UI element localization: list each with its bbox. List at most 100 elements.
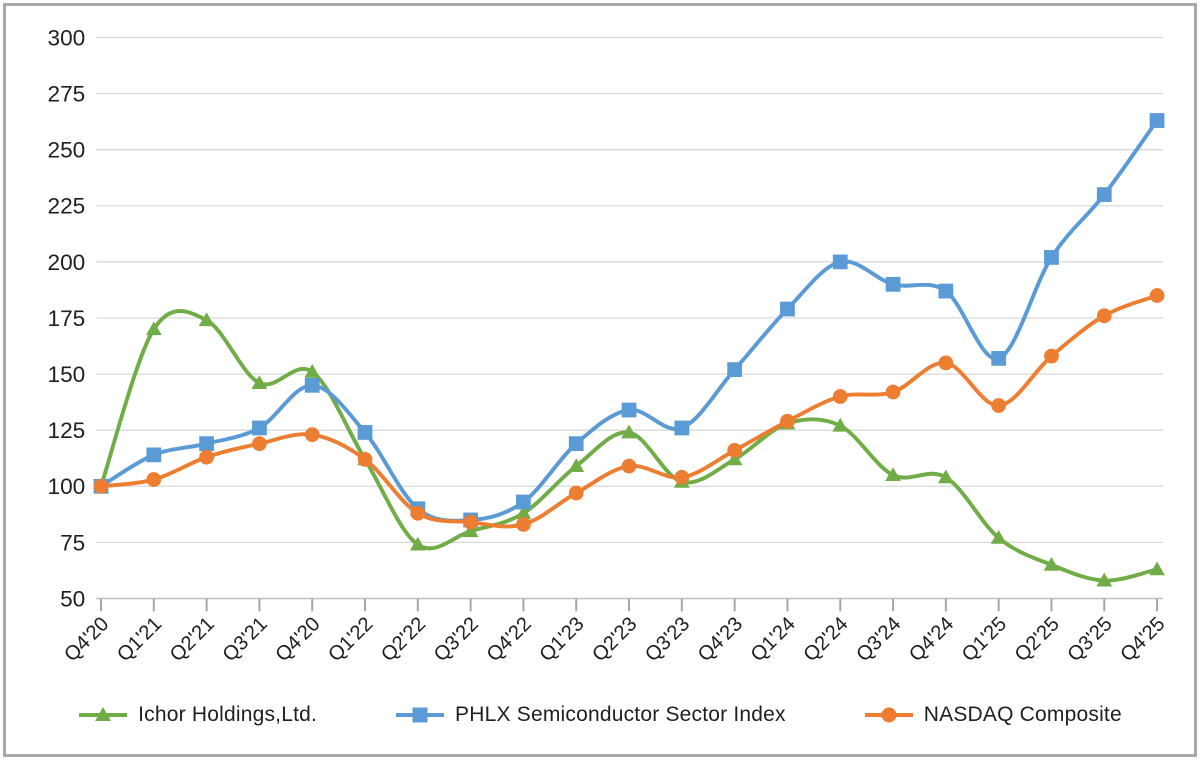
square-marker-icon	[938, 283, 954, 299]
triangle-marker-icon	[198, 312, 215, 327]
square-marker-icon	[885, 276, 901, 292]
square-marker-icon	[146, 447, 162, 463]
square-marker-icon	[252, 420, 267, 436]
y-tick-label: 225	[48, 194, 86, 219]
x-axis-labels: Q4'20 Q1'21 Q2'21 Q3'21 Q4'20 Q1'22 Q2'22 Q3'22…	[60, 613, 1169, 666]
y-axis-labels: 50 75 100 125 150 175 200 225 250 275 300	[48, 25, 86, 611]
triangle-marker-icon	[462, 523, 479, 538]
x-tick-label: Q3'21	[219, 613, 272, 666]
y-tick-label: 150	[48, 362, 86, 387]
legend-label: Ichor Holdings,Ltd.	[138, 703, 318, 726]
square-marker-icon	[832, 254, 848, 270]
x-tick-label: Q3'25	[1064, 613, 1117, 666]
chart-frame: 50 75 100 125 150 175 200 225 250 275 300 Q4'20 Q1'2…	[3, 3, 1197, 757]
x-tick-label: Q4'20	[60, 613, 113, 666]
legend-label: NASDAQ Composite	[923, 703, 1122, 726]
gridlines	[96, 36, 1163, 544]
circle-marker-icon	[885, 384, 901, 400]
circle-marker-icon	[516, 517, 531, 532]
x-tick-label: Q2'22	[377, 613, 430, 666]
square-marker-icon	[1149, 113, 1165, 128]
circle-legend-swatch-icon	[864, 707, 913, 723]
y-tick-label: 200	[48, 250, 86, 275]
x-tick-label: Q4'25	[1116, 613, 1169, 666]
triangle-marker-icon	[1149, 561, 1165, 576]
x-tick-label: Q4'23	[694, 613, 747, 666]
y-tick-label: 100	[48, 474, 86, 499]
triangle-marker-icon	[832, 417, 849, 432]
legend-label: PHLX Semiconductor Sector Index	[455, 703, 786, 726]
square-marker-icon	[516, 494, 531, 510]
square-marker-icon	[357, 425, 373, 440]
x-tick-label: Q4'22	[483, 613, 536, 666]
circle-marker-icon	[1044, 348, 1059, 364]
x-tick-label: Q4'24	[905, 613, 958, 666]
square-marker-icon	[991, 351, 1007, 366]
triangle-marker-icon	[1096, 572, 1113, 587]
x-tick-label: Q2'24	[799, 613, 852, 666]
circle-marker-icon	[199, 449, 214, 465]
x-tick-label: Q3'23	[641, 613, 694, 666]
circle-marker-icon	[146, 472, 162, 487]
circle-marker-icon	[674, 469, 690, 485]
circle-marker-icon	[991, 398, 1007, 413]
y-tick-label: 300	[48, 25, 86, 50]
triangle-marker-icon	[568, 458, 585, 473]
circle-marker-icon	[832, 389, 848, 404]
legend-item-square: PHLX Semiconductor Sector Index	[395, 703, 786, 727]
square-marker-icon	[568, 436, 584, 452]
triangle-marker-icon	[304, 363, 321, 378]
legend-item-triangle: Ichor Holdings,Ltd.	[78, 703, 317, 727]
circle-marker-icon	[357, 451, 373, 467]
triangle-marker-icon	[621, 424, 637, 439]
square-marker-icon	[199, 436, 214, 452]
y-tick-label: 275	[48, 81, 86, 106]
circle-marker-icon	[252, 436, 267, 452]
square-marker-icon	[621, 402, 637, 418]
triangle-marker-icon	[409, 536, 426, 551]
triangle-legend-swatch-icon	[79, 707, 128, 721]
square-marker-icon	[412, 707, 428, 723]
square-legend-swatch-icon	[396, 707, 445, 723]
triangle-marker-icon	[885, 467, 901, 481]
circle-marker-icon	[780, 413, 795, 429]
x-tick-label: Q1'25	[958, 613, 1011, 666]
x-tick-label: Q1'22	[324, 613, 377, 666]
circle-marker-icon	[93, 478, 109, 494]
y-tick-label: 50	[60, 586, 85, 611]
x-tick-label: Q3'22	[430, 613, 483, 666]
circle-marker-icon	[1149, 288, 1165, 303]
triangle-marker-icon	[251, 375, 268, 389]
triangle-marker-icon	[95, 707, 112, 721]
y-tick-label: 250	[48, 138, 86, 163]
square-marker-icon	[780, 301, 795, 317]
circle-marker-icon	[568, 485, 584, 501]
y-tick-label: 125	[48, 418, 86, 443]
y-tick-label: 75	[60, 530, 85, 555]
square-marker-icon	[1096, 187, 1112, 202]
circle-marker-icon	[881, 707, 897, 723]
triangle-marker-icon	[1043, 556, 1060, 571]
circle-marker-icon	[938, 355, 954, 371]
square-marker-icon	[1044, 250, 1059, 265]
x-tick-label: Q3'24	[852, 613, 905, 666]
circle-marker-icon	[410, 505, 426, 521]
triangle-marker-icon	[726, 451, 743, 466]
square-marker-icon	[674, 420, 690, 436]
chart-legend: Ichor Holdings,Ltd. PHLX Semiconductor Se…	[6, 703, 1194, 727]
x-tick-label: Q1'21	[113, 613, 166, 666]
triangle-marker-icon	[145, 321, 162, 336]
square-marker-icon	[304, 377, 320, 393]
circle-marker-icon	[463, 514, 479, 530]
x-axis	[96, 597, 1163, 612]
circle-marker-icon	[727, 443, 743, 458]
x-tick-label: Q2'25	[1011, 613, 1064, 666]
circle-marker-icon	[621, 458, 637, 474]
x-tick-label: Q2'21	[166, 613, 219, 666]
triangle-marker-icon	[990, 530, 1007, 544]
triangle-marker-icon	[937, 469, 954, 484]
circle-marker-icon	[1096, 308, 1112, 324]
series-phlx-semiconductor-sector-index	[93, 113, 1165, 528]
